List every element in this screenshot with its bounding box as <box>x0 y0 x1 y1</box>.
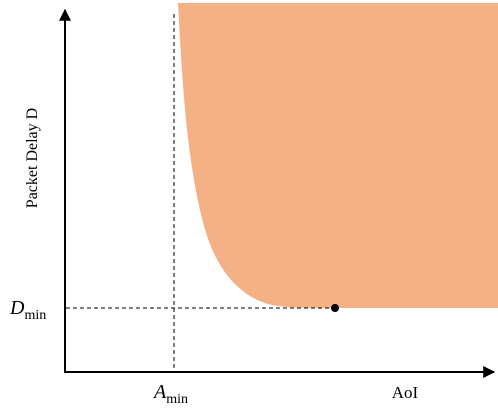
x-axis-label: AoI <box>392 383 419 402</box>
a-min-subscript: min <box>166 392 188 407</box>
a-min-symbol: A <box>152 381 167 403</box>
d-min-symbol: D <box>9 297 25 319</box>
d-min-label: Dmin <box>9 297 46 323</box>
y-axis-label: Packet Delay D <box>24 108 41 208</box>
feasible-region <box>178 3 498 308</box>
optimal-point <box>331 304 339 312</box>
a-min-label: Amin <box>152 381 188 407</box>
d-min-subscript: min <box>24 308 46 323</box>
